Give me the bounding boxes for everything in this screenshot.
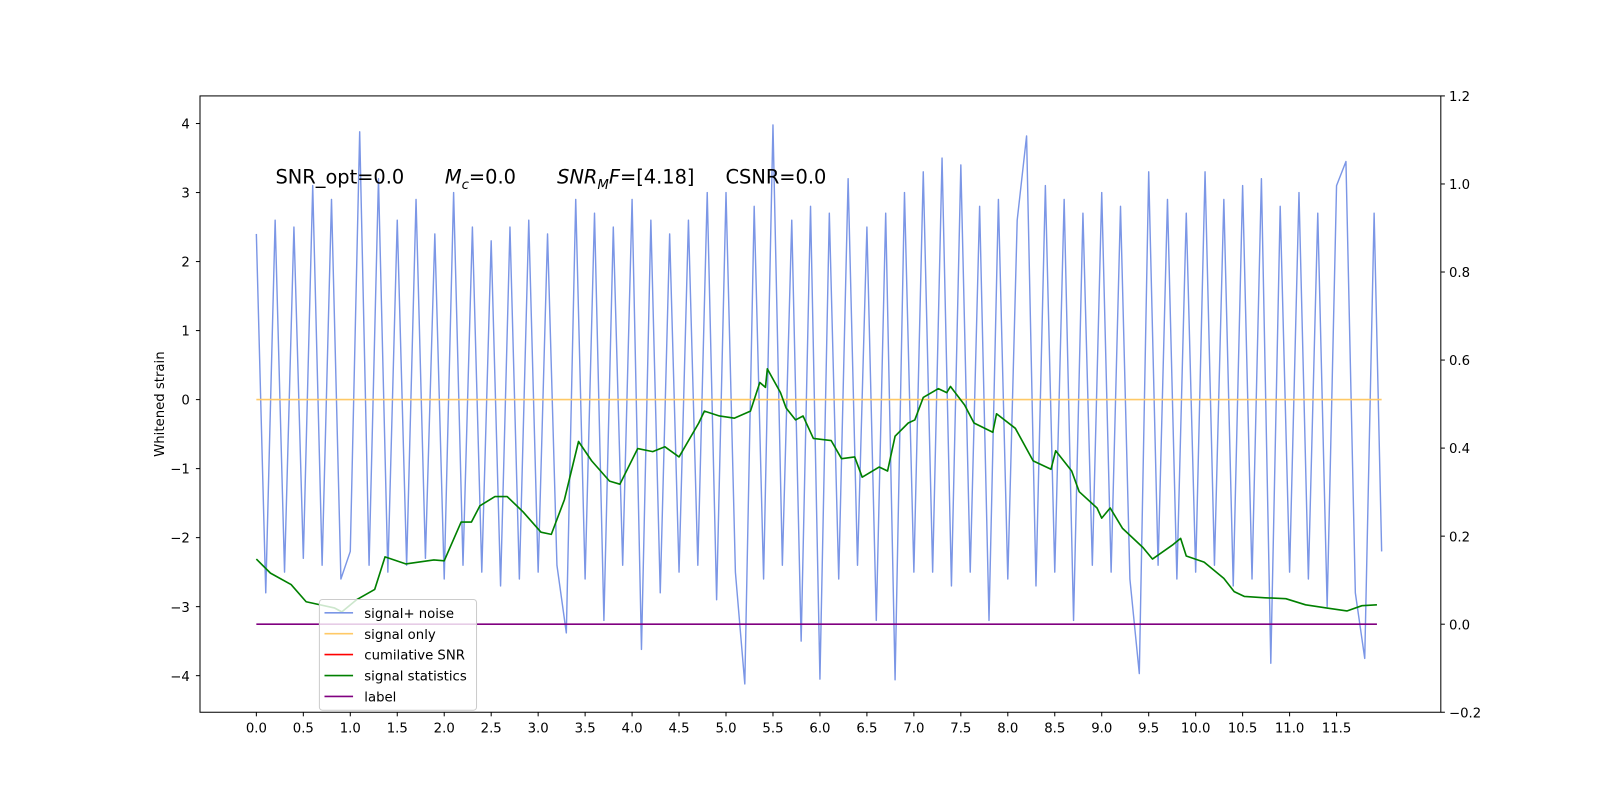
x-tick-label: 8.0	[997, 722, 1018, 737]
y-axis-label: Whitened strain	[153, 351, 168, 456]
y2-tick-label: 1.2	[1449, 90, 1470, 105]
y-tick-label: 0	[181, 394, 189, 409]
annotation-subscript: c	[462, 178, 470, 193]
y-tick-label: −1	[170, 463, 190, 478]
x-tick-label: 3.5	[575, 722, 596, 737]
legend-label: label	[364, 691, 396, 706]
x-tick-label: 9.0	[1091, 722, 1112, 737]
y-tick-label: 1	[181, 325, 189, 340]
legend-label: signal+ noise	[364, 607, 454, 622]
x-tick-label: 2.5	[481, 722, 502, 737]
x-tick-label: 5.0	[715, 722, 736, 737]
legend-box	[318, 598, 478, 711]
y2-tick-label: 0.4	[1449, 442, 1470, 457]
y-tick-label: 2	[181, 256, 189, 271]
y2-tick-label: −0.2	[1449, 706, 1481, 721]
annotation: Mc=0.0	[445, 166, 516, 193]
y-tick-label: 3	[181, 187, 189, 202]
annotation: CSNR=0.0	[726, 166, 827, 189]
x-tick-label: 0.5	[293, 722, 314, 737]
annotation-text: F	[609, 166, 621, 189]
x-tick-label: 9.5	[1138, 722, 1159, 737]
annotation-text: CSNR=0.0	[726, 166, 827, 189]
y-tick-label: −2	[170, 532, 190, 547]
legend-label: signal statistics	[364, 670, 467, 685]
annotation-subscript: M	[597, 178, 609, 193]
x-tick-label: 5.5	[762, 722, 783, 737]
annotation: SNR_opt=0.0	[276, 166, 405, 189]
legend-label: cumilative SNR	[364, 649, 465, 664]
y-tick-label: −4	[170, 670, 190, 685]
annotation-text: SNR_opt=0.0	[276, 166, 405, 189]
annotation-text: M	[445, 166, 462, 189]
x-tick-label: 4.0	[622, 722, 643, 737]
y-tick-label: 4	[181, 118, 189, 133]
y2-tick-label: 1.0	[1449, 178, 1470, 193]
x-tick-label: 1.0	[340, 722, 361, 737]
x-tick-label: 10.0	[1181, 722, 1211, 737]
x-tick-label: 6.0	[809, 722, 830, 737]
annotation-text: =[4.18]	[620, 166, 695, 189]
y2-tick-label: 0.2	[1449, 530, 1470, 545]
x-tick-label: 7.0	[903, 722, 924, 737]
y-tick-label: −3	[170, 601, 190, 616]
series-line	[255, 124, 1383, 685]
legend-label: signal only	[364, 628, 436, 643]
x-tick-label: 7.5	[950, 722, 971, 737]
legend: signal+ noise signal only cumilative SNR si…	[318, 598, 478, 711]
y2-tick-label: 0.6	[1449, 354, 1470, 369]
x-tick-label: 4.5	[669, 722, 690, 737]
x-tick-label: 3.0	[528, 722, 549, 737]
y2-tick-label: 0.8	[1449, 266, 1470, 281]
annotation: SNRMF=[4.18]	[557, 166, 694, 193]
series-line	[255, 368, 1377, 613]
x-tick-label: 1.5	[387, 722, 408, 737]
x-tick-label: 6.5	[856, 722, 877, 737]
x-tick-label: 8.5	[1044, 722, 1065, 737]
x-tick-label: 10.5	[1228, 722, 1258, 737]
x-tick-label: 0.0	[246, 722, 267, 737]
x-tick-label: 2.0	[434, 722, 455, 737]
annotation-text: SNR	[557, 166, 597, 189]
annotation-text: =0.0	[469, 166, 516, 189]
y2-tick-label: 0.0	[1449, 618, 1470, 633]
x-tick-label: 11.0	[1275, 722, 1305, 737]
x-tick-label: 11.5	[1322, 722, 1352, 737]
